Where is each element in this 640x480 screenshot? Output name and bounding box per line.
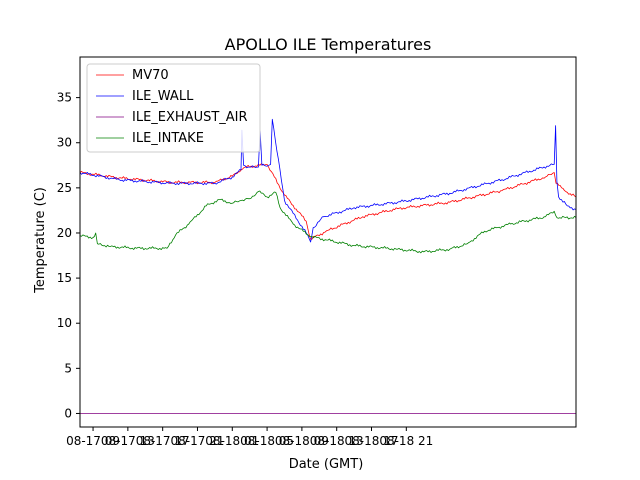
legend-label: ILE_INTAKE [132,131,204,146]
y-axis-label: Temperature (C) [33,187,48,294]
x-tick-label: 08-17 17 [136,434,190,448]
series-line-ile-wall [79,118,577,243]
y-tick-label: 20 [57,226,72,240]
x-tick-label: 08-18 05 [240,434,294,448]
y-tick-label: 5 [64,361,72,375]
legend-label: MV70 [132,68,169,83]
x-tick-label: 08-17 13 [101,434,155,448]
series-line-ile-intake [79,190,577,254]
x-tick-label: 08-18 13 [310,434,364,448]
x-tick-label: 08-18 17 [345,434,399,448]
y-tick-label: 15 [57,271,72,285]
y-tick-label: 0 [64,406,72,420]
series-layer [79,118,577,414]
y-tick-label: 30 [57,136,72,150]
series-line-mv70 [79,163,577,240]
x-tick-label: 08-18 01 [205,434,259,448]
y-tick-label: 10 [57,316,72,330]
x-tick-label: 08-17 21 [170,434,224,448]
legend-label: ILE_WALL [132,89,194,104]
legend-box [86,63,261,153]
plot-frame [79,56,577,428]
legend[interactable]: MV70 ILE_WALL ILE_EXHAUST_AIR ILE_INTAKE [86,63,261,153]
y-tick-label: 25 [57,181,72,195]
y-tick-label: 35 [57,91,72,105]
legend-items: MV70 ILE_WALL ILE_EXHAUST_AIR ILE_INTAKE [96,68,248,146]
x-tick-label: 08-18 09 [275,434,329,448]
x-tick-label: 08-17 09 [66,434,120,448]
x-tick-label: 08-18 21 [379,434,433,448]
x-axis-label: Date (GMT) [289,457,364,472]
chart-title: APOLLO ILE Temperatures [225,35,432,54]
legend-label: ILE_EXHAUST_AIR [132,110,248,125]
